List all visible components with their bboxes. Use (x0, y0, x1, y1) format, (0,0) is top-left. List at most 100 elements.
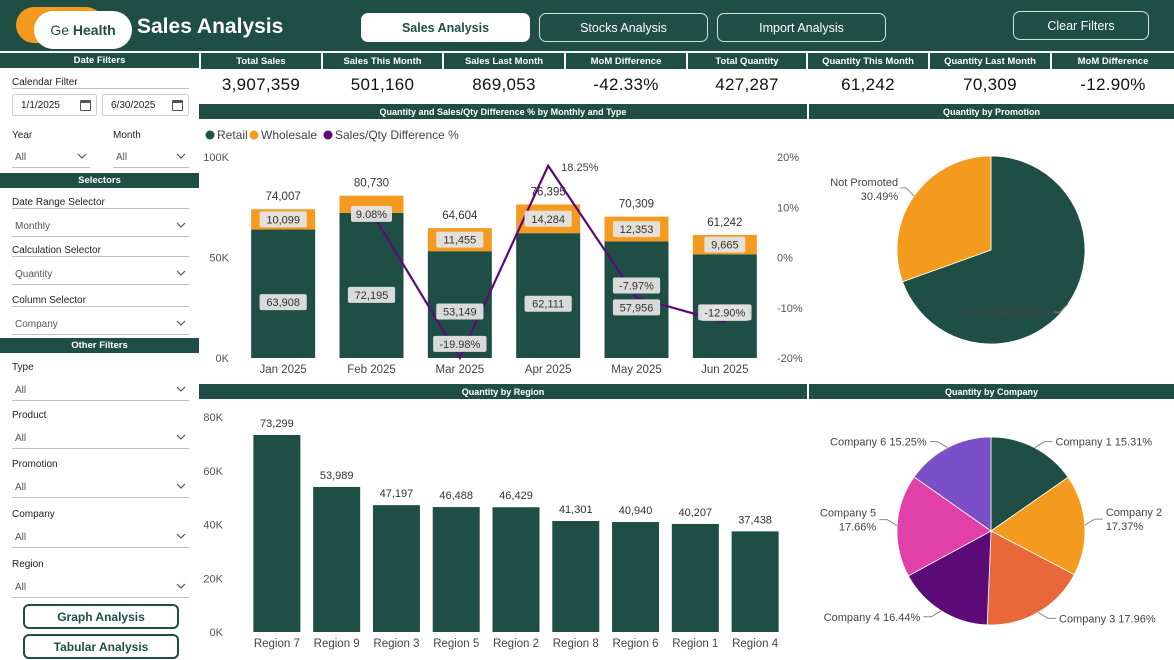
nav-sales-analysis-button[interactable]: Sales Analysis (361, 13, 530, 42)
line-value-label-bg (433, 335, 487, 352)
x-tick-label: Feb 2025 (347, 364, 396, 376)
date-filters-header: Date Filters (0, 53, 199, 68)
monthly-chart-title: Quantity and Sales/Qty Difference % by M… (199, 104, 807, 119)
pie-leader-line (929, 441, 948, 449)
column-selector-value: Company (15, 319, 58, 330)
x-tick-label: Region 5 (433, 638, 479, 650)
chevron-down-icon (176, 583, 186, 589)
chevron-down-icon (176, 222, 186, 228)
pie-label-company-5-pct: 17.66% (839, 522, 877, 534)
pie-leader-line (1034, 441, 1053, 449)
logo-part1: Ge (50, 22, 69, 38)
pie-label-not-promoted-pct: 30.49% (861, 191, 899, 203)
pie-slice-company-6 (913, 436, 992, 532)
promotion-filter-value: All (15, 482, 27, 493)
promotion-filter-dropdown[interactable]: All (12, 478, 189, 498)
clear-filters-button[interactable]: Clear Filters (1013, 11, 1149, 40)
region-filter-label: Region (12, 559, 44, 570)
kpi-label-total-quantity: Total Quantity (688, 53, 806, 69)
region-bar (432, 507, 480, 632)
graph-analysis-button[interactable]: Graph Analysis (23, 604, 179, 629)
start-date-input[interactable]: 1/1/2025 (12, 94, 97, 116)
pie-slice-company-2 (990, 476, 1086, 576)
date-range-selector-value: Monthly (15, 221, 51, 232)
x-tick-label: Jun 2025 (701, 364, 748, 376)
year-value: All (15, 152, 27, 163)
bar-total-label: 74,007 (266, 191, 301, 203)
month-dropdown[interactable]: All (113, 148, 189, 168)
kpi-value-quantity-this-month: 61,242 (841, 75, 895, 94)
x-tick-label: Region 1 (672, 638, 718, 650)
chevron-down-icon (176, 320, 186, 326)
column-selector-dropdown[interactable]: Company (12, 315, 189, 335)
y-tick-label: 0K (216, 353, 230, 365)
company-filter-dropdown[interactable]: All (12, 528, 189, 548)
x-tick-label: Region 9 (314, 638, 360, 650)
region-bar (313, 486, 361, 632)
calendar-icon[interactable] (172, 100, 183, 111)
y-tick-label: 80K (203, 412, 223, 424)
kpi-value-total-quantity: 427,287 (715, 75, 779, 94)
end-date-input[interactable]: 6/30/2025 (102, 94, 189, 116)
wholesale-value-label: 14,284 (531, 214, 565, 226)
y-tick-label: 0K (210, 627, 224, 639)
kpi-label-total-sales: Total Sales (201, 53, 321, 69)
pie-label-company-2-pct: 17.37% (1106, 521, 1144, 533)
region-value-label: 40,940 (619, 505, 653, 517)
nav-import-analysis-button[interactable]: Import Analysis (717, 13, 886, 42)
pie-label-company-1: Company 1 15.31% (1055, 437, 1152, 449)
line-value-label: -12.90% (704, 307, 745, 319)
type-filter-dropdown[interactable]: All (12, 381, 189, 401)
type-filter-label: Type (12, 362, 34, 373)
calendar-icon[interactable] (80, 100, 91, 111)
chevron-down-icon (176, 270, 186, 276)
kpi-label-quantity-last-month: Quantity Last Month (930, 53, 1050, 69)
x-tick-label: Region 6 (613, 638, 659, 650)
chevron-down-icon (176, 153, 186, 159)
end-date-value: 6/30/2025 (111, 99, 156, 111)
wholesale-value-label: 9,665 (711, 240, 739, 252)
product-filter-dropdown[interactable]: All (12, 429, 189, 449)
region-bar (492, 507, 540, 632)
year-label: Year (12, 130, 33, 141)
kpi-value-quantity-last-month: 70,309 (963, 75, 1017, 94)
pie-label-company-3: Company 3 17.96% (1059, 613, 1156, 625)
chevron-down-icon (176, 533, 186, 539)
retail-value-label: 63,908 (266, 297, 300, 309)
chevron-down-icon (77, 153, 87, 159)
year-dropdown[interactable]: All (12, 148, 90, 168)
monthly-quantity-chart: Retail Wholesale Sales/Qty Difference % 0K 5… (203, 128, 803, 376)
line-value-label-bg (351, 205, 392, 222)
calendar-filter-label: Calendar Filter (12, 77, 78, 88)
y2-tick-label: 10% (777, 202, 799, 214)
chevron-down-icon (176, 483, 186, 489)
legend-marker (249, 130, 259, 140)
nav-stocks-analysis-button[interactable]: Stocks Analysis (539, 13, 708, 42)
pie-leader-line (879, 519, 898, 527)
x-tick-label: Region 3 (373, 638, 419, 650)
tabular-analysis-button[interactable]: Tabular Analysis (23, 634, 179, 659)
region-bar-chart: 0K 20K 40K 60K 80K 73,299 Region 7 53,989 Region… (203, 412, 778, 650)
pie-leader-line (1084, 518, 1103, 526)
company-filter-label: Company (12, 509, 55, 520)
page-title: Sales Analysis (137, 15, 284, 38)
selectors-header: Selectors (0, 173, 199, 188)
kpi-label-sales-mom-difference: MoM Difference (566, 53, 686, 69)
retail-value-label-bg (612, 299, 661, 316)
region-filter-dropdown[interactable]: All (12, 578, 189, 598)
region-value-label: 41,301 (559, 504, 593, 516)
logo-text: Ge Health (34, 11, 132, 49)
line-value-label-bg (698, 304, 752, 321)
wholesale-value-label-bg (436, 231, 484, 248)
bar-total-label: 80,730 (354, 178, 389, 190)
line-value-label: 18.25% (561, 162, 599, 174)
filter-sidebar: Date Filters Calendar Filter 1/1/2025 6/… (0, 53, 199, 660)
other-filters-header: Other Filters (0, 338, 199, 353)
line-value-label: -7.97% (619, 281, 654, 293)
date-range-selector-dropdown[interactable]: Monthly (12, 217, 189, 237)
calculation-selector-dropdown[interactable]: Quantity (12, 265, 189, 285)
chevron-down-icon (176, 434, 186, 440)
retail-bar (251, 229, 316, 358)
x-tick-label: Apr 2025 (525, 364, 572, 376)
retail-bar (516, 233, 581, 358)
